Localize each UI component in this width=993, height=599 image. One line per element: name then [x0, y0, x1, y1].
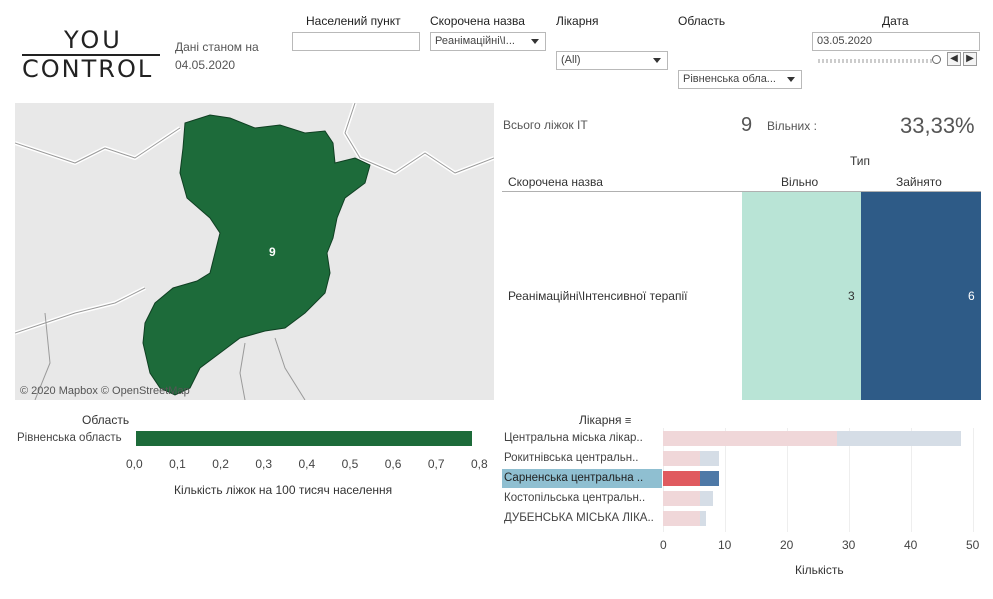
busy-beds-cell-value: 6	[968, 289, 975, 303]
hospital-axis-tick: 10	[718, 538, 732, 552]
short-name-filter-label: Скорочена назва	[430, 14, 525, 28]
youcontrol-logo: YOU CONTROL	[22, 26, 162, 84]
type-header: Тип	[850, 154, 871, 168]
hospital-bar-segment-a[interactable]	[663, 431, 837, 446]
oblast-axis-tick: 0,4	[298, 457, 316, 471]
logo-text-you: YOU	[64, 26, 123, 54]
free-beds-cell-value: 3	[848, 289, 855, 303]
chevron-down-icon	[531, 39, 539, 44]
free-beds-label: Вільних :	[767, 119, 817, 133]
region-filter-select[interactable]: Рівненська обла...	[678, 70, 802, 89]
hospital-bar-segment-a[interactable]	[663, 451, 701, 466]
hospital-bar-segment-a[interactable]	[663, 511, 701, 526]
hospital-chart-gridline	[725, 428, 726, 532]
hospital-axis-tick: 0	[660, 538, 667, 552]
date-filter-input[interactable]: 03.05.2020	[812, 32, 980, 51]
table-row-label: Реанімаційні\Інтенсивної терапії	[508, 289, 688, 303]
date-filter-label: Дата	[882, 14, 909, 28]
chevron-down-icon	[653, 58, 661, 63]
hospital-bar-segment-a[interactable]	[663, 491, 701, 506]
free-column-header: Вільно	[781, 175, 819, 189]
date-slider-handle[interactable]	[932, 55, 941, 64]
hospital-chart-gridline	[849, 428, 850, 532]
rivne-region-shape	[142, 114, 371, 396]
oblast-chart-header: Область	[82, 413, 130, 427]
hospital-chart-title: Лікарня	[579, 413, 622, 427]
previous-date-button[interactable]: ◀	[947, 52, 961, 66]
hospital-chart-gridline	[911, 428, 912, 532]
hospital-bar-segment-b[interactable]	[700, 471, 719, 486]
map-svg	[15, 103, 494, 400]
hospital-row-label[interactable]: ДУБЕНСЬКА МІСЬКА ЛІКА..	[504, 512, 654, 524]
hospital-bar-segment-b[interactable]	[700, 511, 707, 526]
short-name-column-header: Скорочена назва	[508, 175, 603, 189]
logo-text-control: CONTROL	[22, 55, 154, 83]
logo-divider	[22, 54, 160, 56]
busy-column-header: Зайнято	[896, 175, 942, 189]
hospital-bar-segment-a[interactable]	[663, 471, 701, 486]
hospital-row-highlight	[502, 469, 662, 488]
oblast-axis-tick: 0,7	[427, 457, 445, 471]
hospital-chart-gridline	[973, 428, 974, 532]
hospital-bar-segment-b[interactable]	[700, 491, 713, 506]
busy-beds-cell[interactable]	[861, 192, 981, 400]
hospital-chart-gridline	[787, 428, 788, 532]
hospital-axis-tick: 40	[904, 538, 918, 552]
total-beds-value: 9	[741, 114, 753, 136]
oblast-axis-tick: 0,5	[341, 457, 359, 471]
hospital-row-label[interactable]: Сарненська центральна ..	[504, 472, 644, 484]
free-beds-cell[interactable]	[742, 192, 861, 400]
hospital-filter-label: Лікарня	[556, 14, 599, 28]
region-filter-label: Область	[678, 14, 726, 28]
hospital-row-label[interactable]: Костопільська центральн..	[504, 492, 646, 504]
oblast-axis-tick: 0,6	[384, 457, 402, 471]
hospital-chart-header: Лікарня ≡	[579, 413, 631, 427]
hospital-axis-tick: 50	[966, 538, 980, 552]
hospital-axis-tick: 30	[842, 538, 856, 552]
oblast-axis-tick: 0,3	[255, 457, 273, 471]
chevron-down-icon	[787, 77, 795, 82]
hospital-chart-xlabel: Кількість	[795, 563, 844, 577]
oblast-axis-tick: 0,1	[169, 457, 186, 471]
oblast-row-label: Рівненська область	[17, 432, 122, 444]
free-beds-percent: 33,33%	[900, 113, 975, 138]
date-slider-track[interactable]	[818, 59, 938, 63]
hospital-row-label[interactable]: Центральна міська лікар..	[504, 432, 643, 444]
oblast-axis-tick: 0,0	[126, 457, 143, 471]
sort-icon[interactable]: ≡	[624, 415, 632, 427]
total-beds-label: Всього ліжок ІТ	[503, 118, 588, 132]
oblast-chart-xlabel: Кількість ліжок на 100 тисяч населення	[174, 483, 393, 497]
short-name-filter-value: Реанімаційні\І...	[435, 35, 515, 47]
next-date-button[interactable]: ▶	[963, 52, 977, 66]
hospital-bar-segment-b[interactable]	[836, 431, 961, 446]
settlement-filter-input[interactable]	[292, 32, 420, 51]
short-name-filter-select[interactable]: Реанімаційні\І...	[430, 32, 546, 51]
table-header-divider	[502, 191, 981, 192]
oblast-axis-tick: 0,2	[212, 457, 229, 471]
map-credit-text: © 2020 Mapbox © OpenStreetMap	[20, 385, 190, 397]
map-marker-label: 9	[269, 245, 276, 259]
hospital-row-label[interactable]: Рокитнівська центральн..	[504, 452, 639, 464]
settlement-filter-label: Населений пункт	[306, 14, 401, 28]
region-filter-value: Рівненська обла...	[683, 73, 776, 85]
oblast-bar[interactable]	[136, 431, 473, 446]
hospital-filter-value: (All)	[561, 54, 581, 66]
hospital-filter-select[interactable]: (All)	[556, 51, 668, 70]
hospital-axis-tick: 20	[780, 538, 794, 552]
as-of-date-text: Дані станом на 04.05.2020	[175, 40, 259, 72]
hospital-bar-segment-b[interactable]	[700, 451, 719, 466]
oblast-axis-tick: 0,8	[471, 457, 488, 471]
region-map[interactable]: 9	[15, 103, 494, 400]
